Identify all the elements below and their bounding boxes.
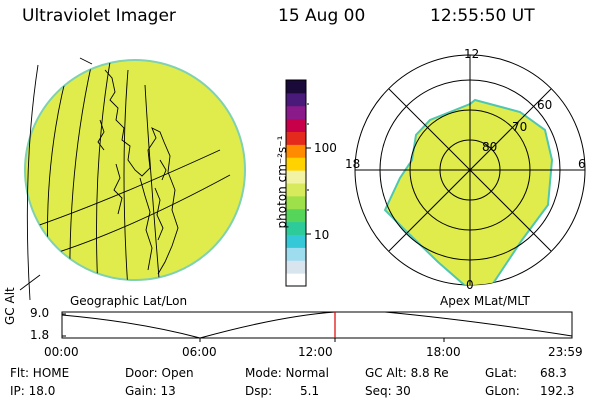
xtick-1800: 18:00 <box>426 345 461 359</box>
status-glat: GLat: <box>485 366 518 380</box>
colorbar-segment <box>286 208 306 223</box>
status-flt: Flt: HOME <box>10 366 70 380</box>
colorbar-segment <box>286 105 306 120</box>
colorbar-ticks <box>306 103 311 235</box>
mlt-label-18: 18 <box>345 157 361 171</box>
status-mode: Mode: Normal <box>245 366 329 380</box>
colorbar-segment <box>286 131 306 145</box>
status-gain: Gain: 13 <box>125 384 176 398</box>
colorbar-segment <box>286 273 306 287</box>
colorbar-segment <box>286 260 306 274</box>
colorbar-segment <box>286 247 306 261</box>
colorbar-segment <box>286 92 306 107</box>
colorbar-tick-10: 10 <box>314 228 330 242</box>
coastline <box>97 69 179 275</box>
title: Ultraviolet Imager <box>22 6 176 26</box>
polar-plot <box>354 54 586 286</box>
status-glat-value: 68.3 <box>540 366 567 380</box>
colorbar-frame <box>285 79 307 287</box>
status-dsp: Dsp: <box>245 384 273 398</box>
altitude-curve <box>61 311 573 339</box>
altitude-ylabel: GC Alt <box>3 287 17 325</box>
status-ip: IP: 18.0 <box>10 384 56 398</box>
altitude-ytick-9: 9.0 <box>30 306 50 320</box>
altitude-ytick-1: 1.8 <box>30 328 50 342</box>
xtick-0600: 06:00 <box>182 345 217 359</box>
geo-outer-gridlines <box>19 57 93 301</box>
colorbar-segment <box>286 221 306 235</box>
mlt-label-12: 12 <box>464 47 480 61</box>
lat-label-60: 60 <box>537 98 553 112</box>
lat-label-80: 80 <box>482 140 498 154</box>
status-gc-alt: GC Alt: 8.8 Re <box>365 366 449 380</box>
colorbar-segment <box>286 157 306 171</box>
xtick-1200: 12:00 <box>298 345 333 359</box>
lat-label-70: 70 <box>512 120 528 134</box>
status-glon-value: 192.3 <box>540 384 575 398</box>
colorbar-label: photon cm⁻²s⁻¹ <box>275 135 289 229</box>
status-seq: Seq: 30 <box>365 384 411 398</box>
colorbar-segment <box>286 144 306 158</box>
colorbar-segment <box>286 118 306 132</box>
xtick-0000: 00:00 <box>44 345 79 359</box>
altitude-plot <box>61 311 573 342</box>
xtick-2359: 23:59 <box>548 345 583 359</box>
time: 12:55:50 UT <box>430 6 535 26</box>
geographic-image <box>19 57 246 301</box>
mlt-label-0: 0 <box>466 278 474 292</box>
mlt-label-6: 6 <box>578 157 586 171</box>
status-glon: GLon: <box>485 384 520 398</box>
polar-grid <box>355 55 585 285</box>
colorbar-segment <box>286 195 306 210</box>
colorbar-segment <box>286 183 306 197</box>
status-door: Door: Open <box>125 366 194 380</box>
polar-caption: Apex MLat/MLT <box>440 294 530 308</box>
colorbar-segment <box>286 234 306 248</box>
colorbar-tick-100: 100 <box>314 141 337 155</box>
colorbar <box>285 79 307 287</box>
date: 15 Aug 00 <box>278 6 366 26</box>
status-dsp-value: 5.1 <box>300 384 320 398</box>
colorbar-segment <box>286 170 306 184</box>
auroral-oval <box>383 98 554 285</box>
geo-caption: Geographic Lat/Lon <box>70 294 188 308</box>
colorbar-segment <box>286 80 306 94</box>
